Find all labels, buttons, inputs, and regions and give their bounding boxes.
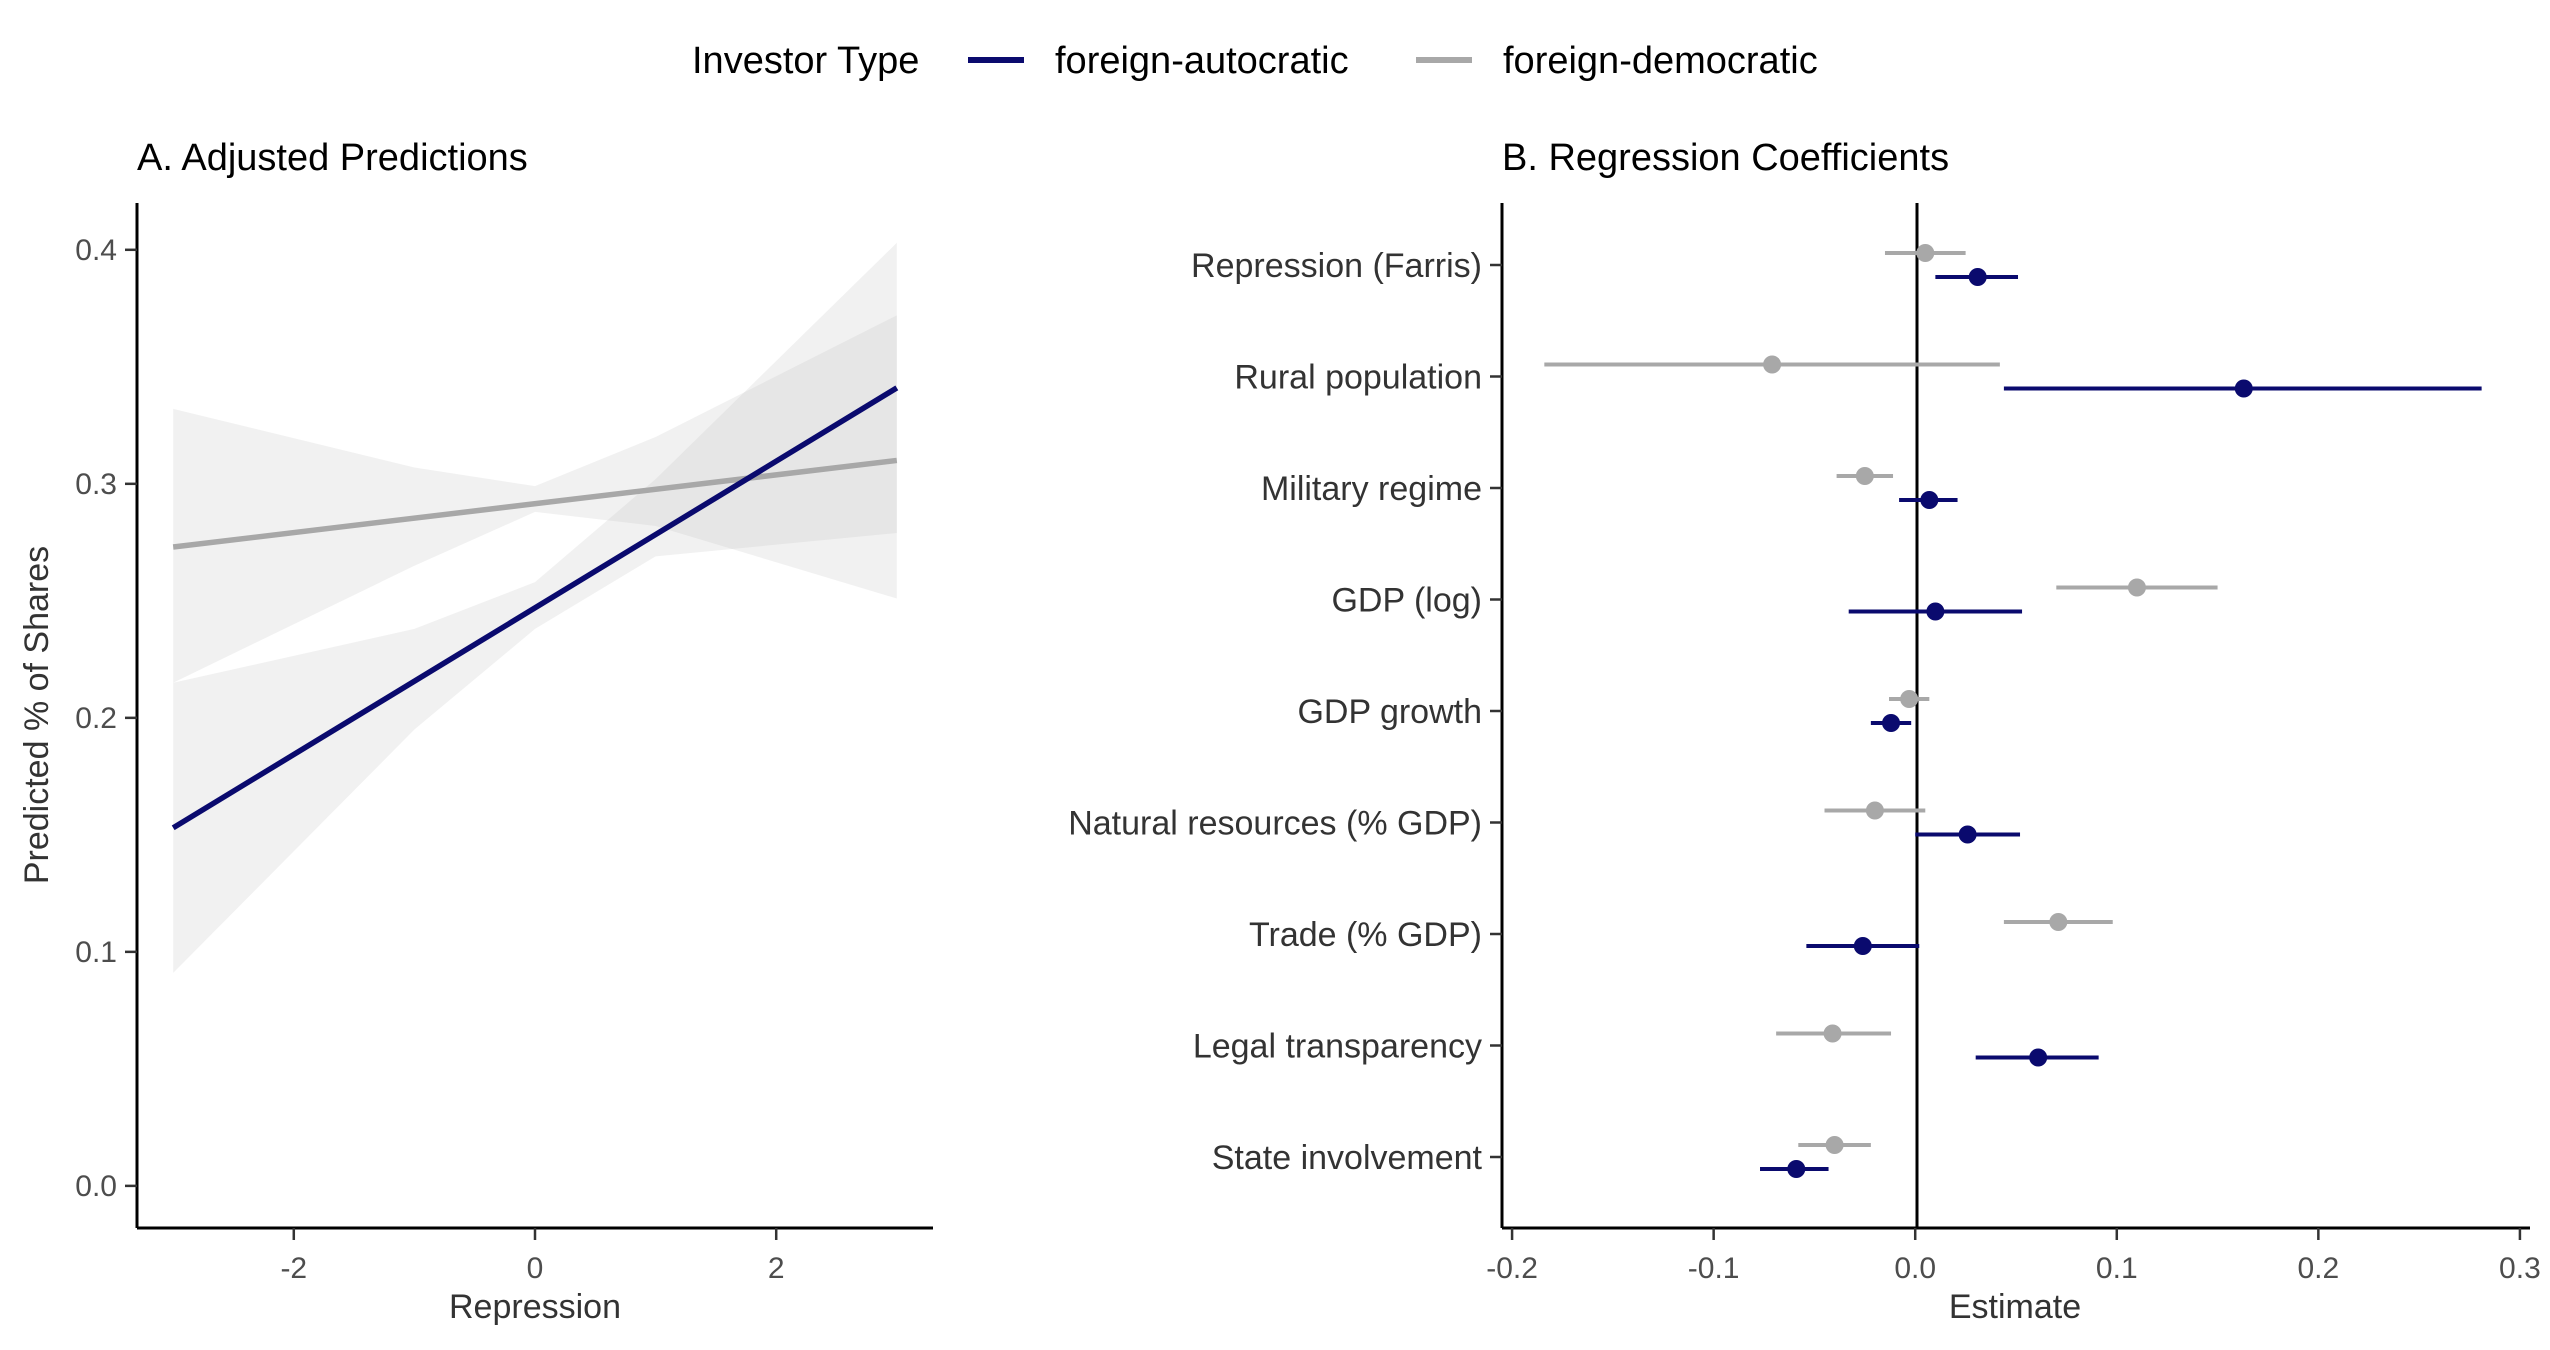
ci-band-foreign-democratic [173,315,897,683]
prediction-line-foreign-autocratic [171,385,899,831]
panel-b-x-axis-title: Estimate [1949,1288,2081,1326]
point-natural-resources-gdp [1865,801,1884,820]
point-legal-transparency [2029,1048,2048,1067]
category-label-gdp-growth: GDP growth [1297,693,1482,731]
x-tick-label: -2 [280,1252,307,1285]
point-gdp-log [1926,602,1945,621]
panel-a-lines [171,385,899,831]
panel-a-y-axis-title: Predicted % of Shares [18,546,56,884]
point-gdp-growth [1882,714,1901,732]
x-tick-label: 0.0 [1894,1252,1936,1285]
category-label-repression-farris: Repression (Farris) [1191,247,1482,285]
panel-b-category-labels: Repression (Farris) Rural population Milit… [1068,247,1502,1177]
panel-b-x-ticks: -0.2 -0.1 0.0 0.1 0.2 0.3 [1486,1228,2541,1285]
panel-a: A. Adjusted Predictions -2 0 2 0.00.10.20.… [18,137,933,1326]
category-label-gdp-log: GDP (log) [1331,582,1482,620]
point-trade-gdp [2049,913,2068,931]
category-label-trade-gdp: Trade (% GDP) [1249,916,1482,954]
point-gdp-growth [1900,690,1919,708]
category-label-rural-population: Rural population [1234,359,1482,397]
x-tick-label: -0.1 [1688,1252,1740,1285]
point-repression-farris [1916,244,1935,262]
panel-b: B. Regression Coefficients -0.2 -0.1 0.0 0.… [1068,137,2541,1326]
x-tick-label: -0.2 [1486,1252,1538,1285]
x-tick-label: 2 [768,1252,785,1285]
point-rural-population [2234,379,2253,398]
panel-b-intervals [1544,244,2482,1178]
point-military-regime [1920,491,1939,509]
point-rural-population [1763,355,1782,374]
panel-a-y-ticks: 0.0 0.1 0.2 0.3 0.4 [75,234,137,1203]
panel-a-title: A. Adjusted Predictions [137,137,528,179]
y-tick-label: 0.3 [75,468,117,501]
point-repression-farris [1968,268,1987,286]
x-tick-label: 0.1 [2096,1252,2138,1285]
point-state-involvement [1787,1160,1806,1178]
x-tick-label: 0 [527,1252,544,1285]
point-legal-transparency [1823,1024,1842,1043]
legend-label-democratic: foreign-democratic [1503,40,1818,82]
point-military-regime [1855,467,1874,485]
point-natural-resources-gdp [1958,825,1977,844]
point-state-involvement [1825,1136,1844,1154]
panel-b-title: B. Regression Coefficients [1502,137,1949,179]
point-gdp-log [2127,578,2146,597]
legend-label-autocratic: foreign-autocratic [1055,40,1349,82]
category-label-natural-resources-gdp: Natural resources (% GDP) [1068,805,1482,843]
series-foreign-autocratic [1760,268,2482,1178]
category-label-military-regime: Military regime [1261,470,1482,508]
category-label-legal-transparency: Legal transparency [1193,1028,1482,1066]
y-tick-label: 0.4 [75,234,117,267]
legend: Investor Type foreign-autocratic foreign… [692,40,1818,82]
x-tick-label: 0.3 [2499,1252,2541,1285]
point-trade-gdp [1853,937,1872,955]
prediction-line-foreign-democratic [172,457,898,550]
y-tick-label: 0.2 [75,702,117,735]
panel-a-x-ticks: -2 0 2 [280,1228,785,1285]
panel-a-x-axis-title: Repression [449,1288,621,1326]
x-tick-label: 0.2 [2297,1252,2339,1285]
category-label-state-involvement: State involvement [1212,1139,1483,1177]
y-tick-label: 0.0 [75,1170,117,1203]
y-tick-label: 0.1 [75,936,117,969]
legend-title: Investor Type [692,40,919,82]
series-foreign-democratic [1544,244,2218,1154]
